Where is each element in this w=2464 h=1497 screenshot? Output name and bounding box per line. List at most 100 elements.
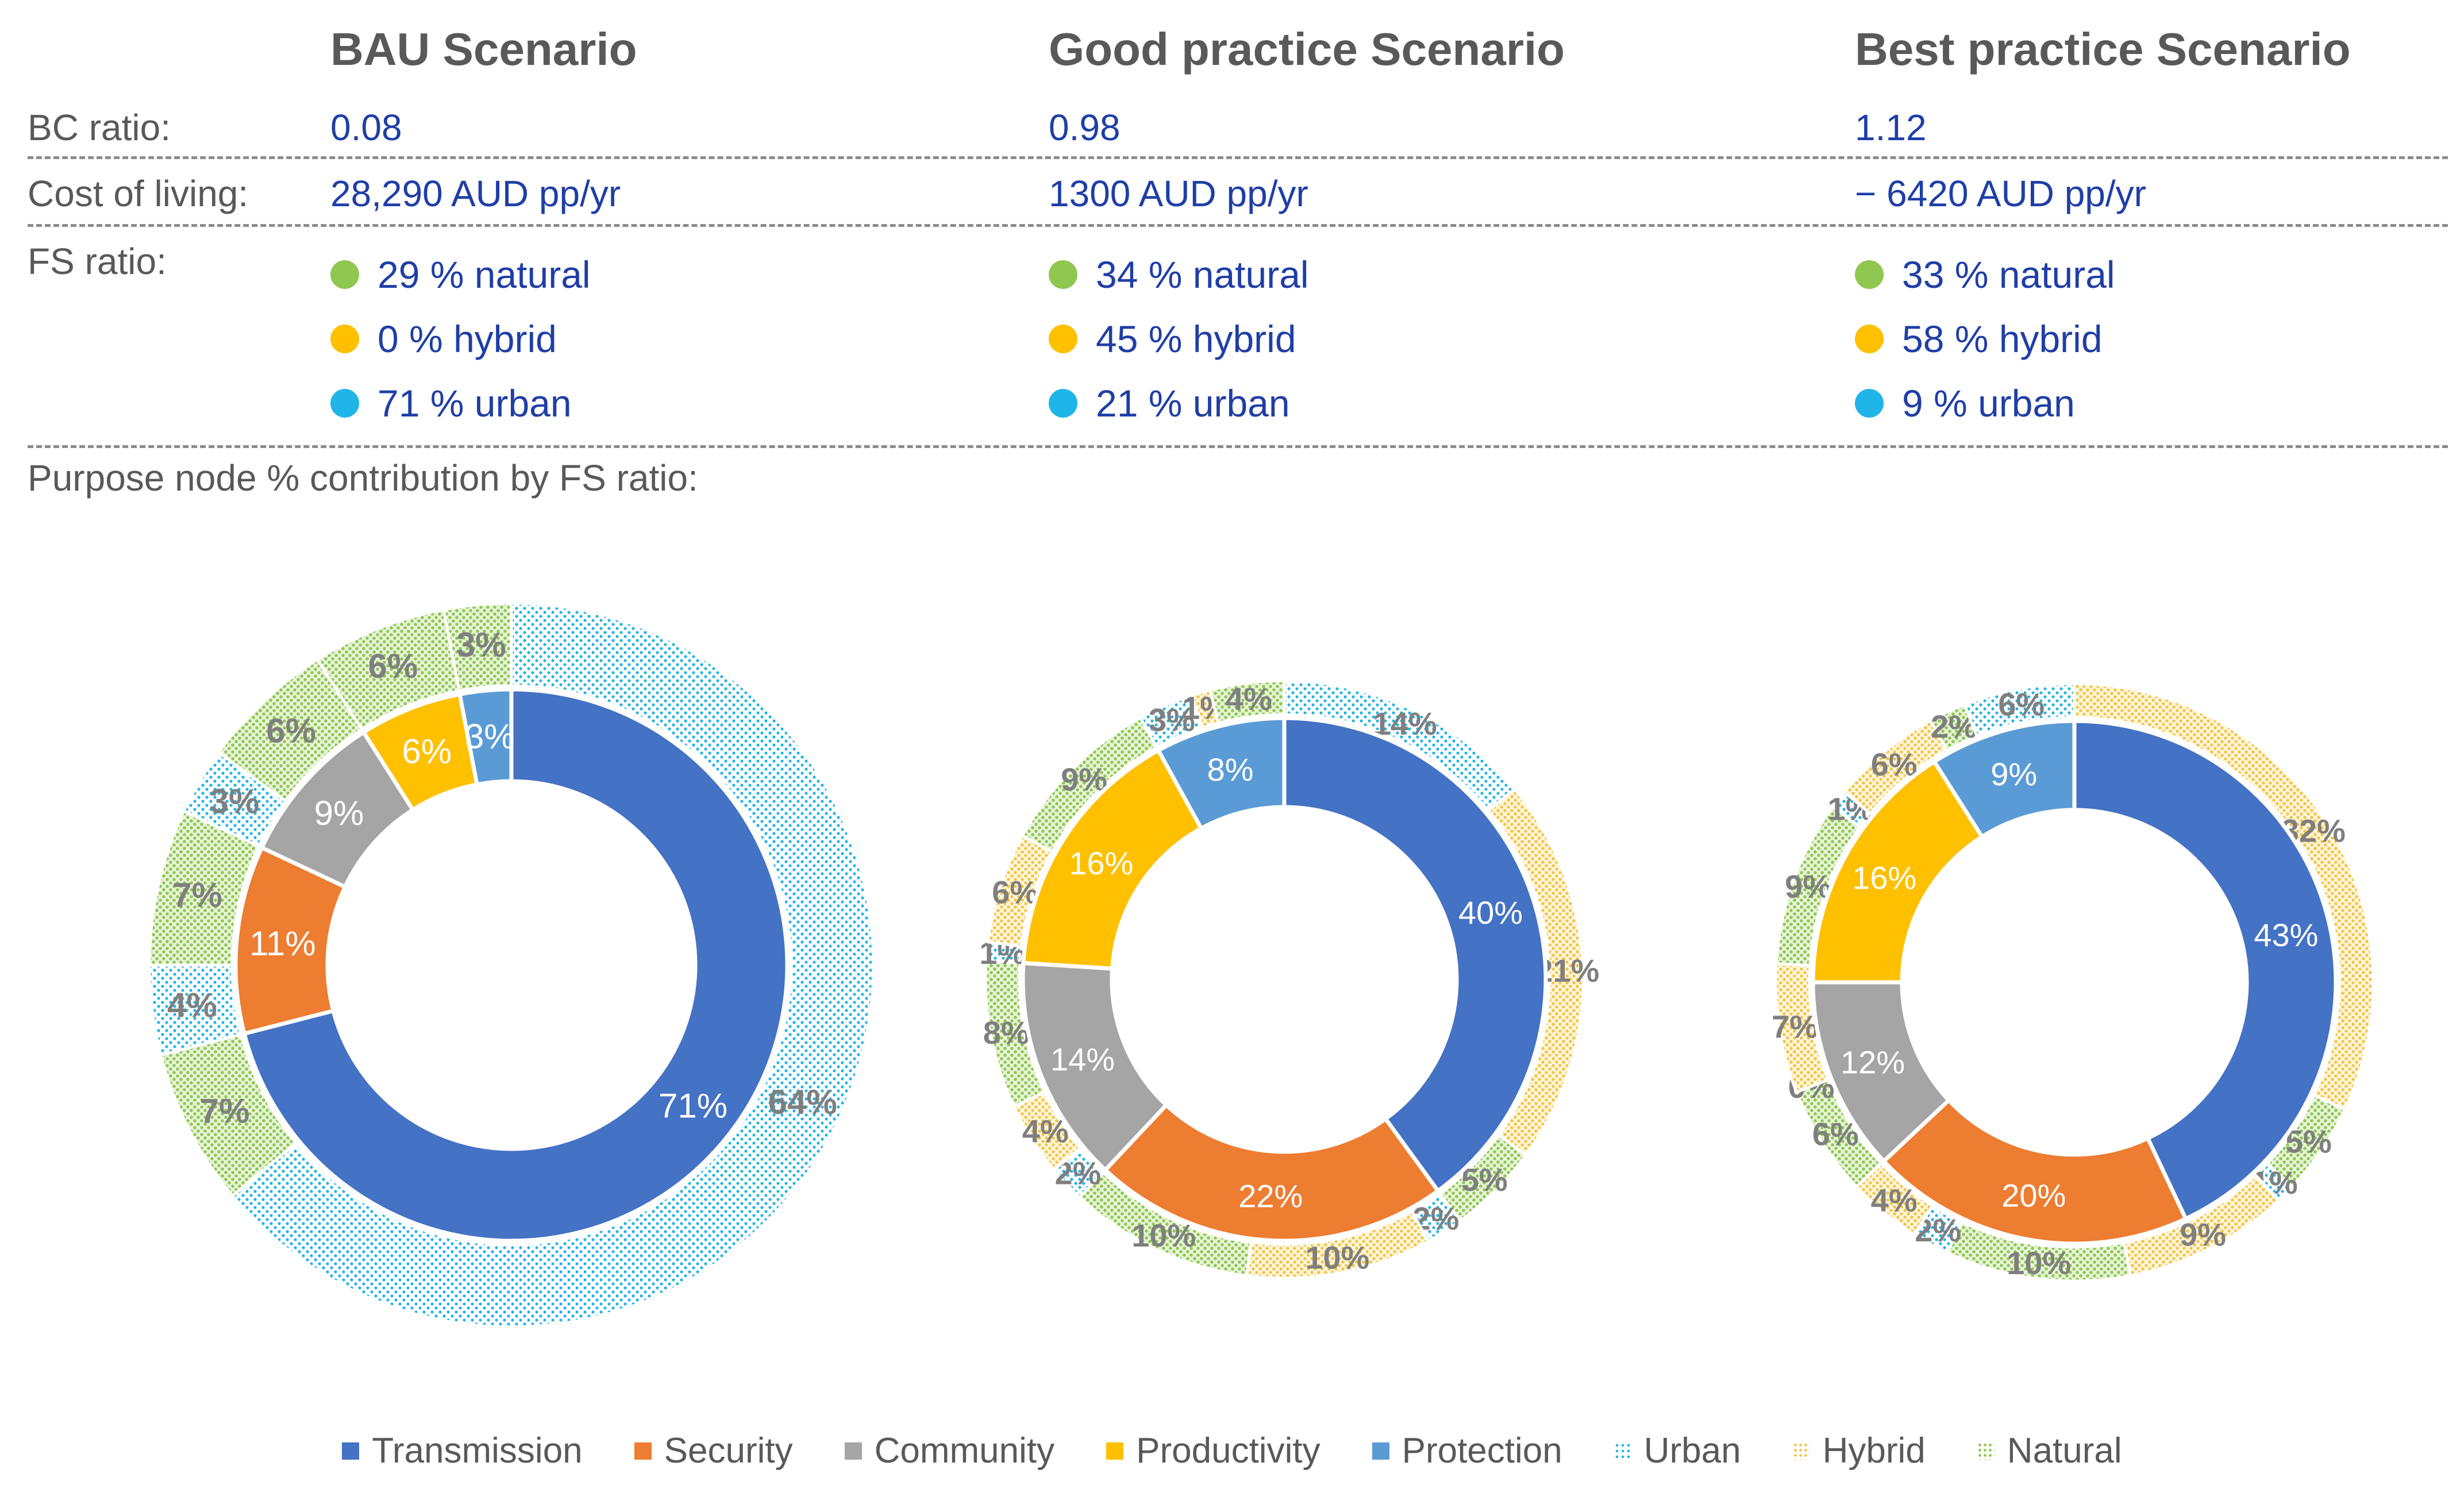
inner-slice-label: 71% bbox=[659, 1087, 727, 1125]
legend-item-community: Community bbox=[844, 1430, 1055, 1471]
inner-slice-protection bbox=[1931, 719, 2077, 840]
legend-item-natural: Natural bbox=[1977, 1430, 2122, 1471]
outer-slice-label: 3% bbox=[456, 626, 506, 664]
inner-slice-protection bbox=[457, 687, 514, 787]
fs-item: 45 % hybrid bbox=[1049, 317, 1296, 361]
outer-slice-label: 6% bbox=[368, 647, 418, 685]
outer-slice-label: 9% bbox=[2180, 1216, 2226, 1252]
legend-label: Protection bbox=[1402, 1431, 1562, 1471]
fs-item: 29 % natural bbox=[330, 253, 591, 296]
inner-slice-transmission bbox=[241, 687, 790, 1243]
good-cost-value: 1300 AUD pp/yr bbox=[1049, 173, 1308, 214]
inner-slice-transmission bbox=[2072, 719, 2338, 1222]
inner-slice-label: 40% bbox=[1458, 894, 1523, 931]
bau-cost-value: 28,290 AUD pp/yr bbox=[330, 173, 621, 214]
outer-slice-natural bbox=[1208, 679, 1286, 725]
legend-swatch-icon bbox=[1977, 1442, 1995, 1460]
outer-slice-label: 10% bbox=[2007, 1245, 2071, 1281]
inner-slice-label: 3% bbox=[465, 717, 515, 755]
inner-slice-protection bbox=[1156, 716, 1287, 831]
fs-item: 34 % natural bbox=[1049, 253, 1309, 296]
outer-slice-label: 4% bbox=[1871, 1182, 1918, 1218]
legend-item-protection: Protection bbox=[1372, 1430, 1562, 1471]
fs-natural-value: 29 % natural bbox=[378, 253, 591, 296]
natural-dot-icon bbox=[330, 260, 359, 289]
inner-slice-transmission bbox=[1282, 716, 1548, 1194]
legend-label: Natural bbox=[2007, 1431, 2122, 1471]
inner-slice-label: 11% bbox=[249, 924, 316, 963]
fs-ratio-label: FS ratio: bbox=[28, 241, 167, 282]
legend-item-hybrid: Hybrid bbox=[1792, 1430, 1926, 1471]
bc-ratio-label: BC ratio: bbox=[28, 107, 171, 148]
inner-slice-security bbox=[1881, 1097, 2189, 1246]
outer-slice-label: 6% bbox=[1998, 686, 2045, 723]
urban-dot-icon bbox=[1855, 389, 1884, 418]
inner-slice-label: 22% bbox=[1238, 1178, 1303, 1214]
outer-slice-label: 6% bbox=[992, 874, 1038, 910]
donut-chart: 64%7%4%7%3%6%6%3%71%11%9%6% 3% bbox=[148, 601, 875, 1329]
outer-slice-label: 10% bbox=[1305, 1239, 1369, 1275]
fs-natural-value: 33 % natural bbox=[1902, 253, 2115, 296]
inner-slice-label: 9% bbox=[1991, 756, 2037, 792]
divider bbox=[28, 156, 2448, 159]
urban-dot-icon bbox=[1049, 389, 1077, 418]
outer-slice-urban bbox=[1962, 682, 2076, 738]
legend-item-productivity: Productivity bbox=[1106, 1430, 1320, 1471]
legend-item-urban: Urban bbox=[1614, 1430, 1741, 1471]
divider bbox=[28, 224, 2448, 227]
outer-slice-label: 8% bbox=[983, 1014, 1030, 1051]
good-practice-header: Good practice Scenario bbox=[1049, 24, 1565, 75]
legend-swatch-icon bbox=[1614, 1442, 1631, 1460]
inner-slice-productivity bbox=[1811, 759, 1985, 985]
bau-header: BAU Scenario bbox=[330, 24, 637, 75]
best-cost-value: − 6420 AUD pp/yr bbox=[1855, 173, 2146, 214]
outer-slice-label: 7% bbox=[200, 1092, 250, 1131]
inner-slice-label: 16% bbox=[1069, 845, 1133, 881]
inner-slice-label: 8% bbox=[1207, 751, 1254, 788]
legend-swatch-icon bbox=[844, 1442, 862, 1460]
fs-item: 21 % urban bbox=[1049, 381, 1290, 425]
outer-slice-label: 6% bbox=[266, 711, 316, 750]
best-practice-header: Best practice Scenario bbox=[1855, 24, 2351, 75]
fs-urban-value: 21 % urban bbox=[1096, 382, 1290, 425]
natural-dot-icon bbox=[1049, 260, 1077, 289]
outer-slice-label: 6% bbox=[1871, 746, 1918, 782]
purpose-node-title: Purpose node % contribution by FS ratio: bbox=[28, 457, 698, 499]
hybrid-dot-icon bbox=[330, 325, 359, 353]
inner-slice-security bbox=[1102, 1102, 1441, 1243]
outer-slice-label: 9% bbox=[1785, 869, 1831, 905]
outer-slice-label: 3% bbox=[210, 782, 260, 820]
legend-label: Productivity bbox=[1136, 1431, 1320, 1471]
outer-slice-label: 4% bbox=[167, 986, 217, 1025]
outer-slice-label: 7% bbox=[172, 875, 222, 914]
inner-slice-label: 14% bbox=[1050, 1041, 1115, 1077]
fs-item: 9 % urban bbox=[1855, 381, 2075, 425]
fs-hybrid-value: 0 % hybrid bbox=[378, 318, 557, 360]
legend: Transmission Security Community Productivit… bbox=[0, 1430, 2464, 1471]
legend-item-transmission: Transmission bbox=[342, 1430, 583, 1471]
inner-slice-label: 12% bbox=[1841, 1044, 1905, 1080]
bau-bc-value: 0.08 bbox=[330, 107, 402, 148]
inner-slice-label: 16% bbox=[1852, 860, 1916, 896]
donut-charts: 64%7%4%7%3%6%6%3%71%11%9%6% 3% 14%21%5%2%1… bbox=[148, 601, 2375, 1329]
cost-of-living-label: Cost of living: bbox=[28, 173, 249, 214]
donut-chart: 14%21%5%2%10%10%2%4%8%1%6%9%3%1%4%40%22%… bbox=[979, 679, 1599, 1280]
fs-item: 0 % hybrid bbox=[330, 317, 557, 361]
legend-label: Community bbox=[874, 1431, 1055, 1471]
inner-slice-productivity bbox=[1021, 747, 1204, 971]
inner-slice-label: 43% bbox=[2254, 917, 2318, 953]
good-bc-value: 0.98 bbox=[1049, 107, 1121, 148]
legend-label: Hybrid bbox=[1822, 1431, 1926, 1471]
natural-dot-icon bbox=[1855, 260, 1884, 289]
legend-swatch-icon bbox=[1372, 1442, 1389, 1460]
fs-hybrid-value: 45 % hybrid bbox=[1096, 318, 1296, 360]
legend-swatch-icon bbox=[1792, 1442, 1810, 1460]
outer-slice-label: 64% bbox=[768, 1083, 837, 1121]
legend-label: Security bbox=[664, 1431, 793, 1471]
inner-slice-label: 6% bbox=[402, 732, 452, 771]
outer-slice-label: 3% bbox=[1149, 702, 1195, 738]
fs-item: 33 % natural bbox=[1855, 253, 2115, 296]
outer-slice-label: 4% bbox=[1226, 681, 1272, 717]
best-bc-value: 1.12 bbox=[1855, 107, 1927, 148]
fs-natural-value: 34 % natural bbox=[1096, 253, 1309, 296]
